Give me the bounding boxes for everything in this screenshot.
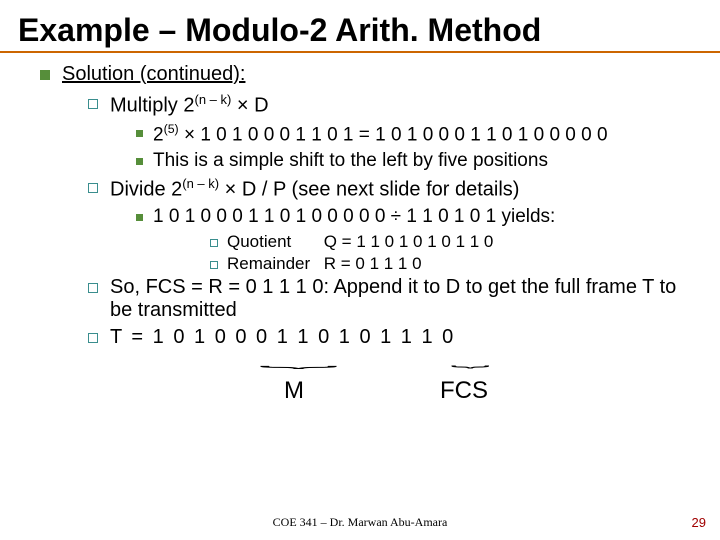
brace-m-icon: ⏟	[259, 353, 338, 369]
bullet-multiply: Multiply 2(n – k) × D	[88, 92, 700, 118]
bullet-div-sub1: 1 0 1 0 0 0 1 1 0 1 0 0 0 0 0 ÷ 1 1 0 1 …	[136, 206, 700, 228]
small-square-icon	[136, 214, 143, 221]
brace-fcs-icon: ⏟	[451, 353, 491, 369]
bullet-divide: Divide 2(n – k) × D / P (see next slide …	[88, 176, 700, 202]
m-fcs-row: M FCS	[192, 377, 700, 411]
divide-pre: Divide 2	[110, 179, 182, 201]
multiply-exp: (n – k)	[194, 92, 231, 107]
quotient-row: Quotient Q = 1 1 0 1 0 1 0 1 1 0	[227, 232, 700, 252]
mult-sub1-exp: (5)	[164, 122, 179, 136]
bullet-quotient: Quotient Q = 1 1 0 1 0 1 0 1 1 0	[210, 232, 700, 252]
quotient-value: Q = 1 1 0 1 0 1 0 1 1 0	[324, 232, 494, 251]
mult-sub1-a: 2	[153, 124, 164, 145]
fcs-text: So, FCS = R = 0 1 1 1 0: Append it to D …	[110, 276, 700, 322]
title-underline	[0, 51, 720, 53]
square-bullet-icon	[40, 70, 50, 80]
small-square-icon	[136, 158, 143, 165]
divide-text: Divide 2(n – k) × D / P (see next slide …	[110, 176, 700, 202]
mult-sub2-text: This is a simple shift to the left by fi…	[153, 150, 700, 172]
multiply-text: Multiply 2(n – k) × D	[110, 92, 700, 118]
div-sub1-text: 1 0 1 0 0 0 1 1 0 1 0 0 0 0 0 ÷ 1 1 0 1 …	[153, 206, 700, 228]
bullet-mult-sub2: This is a simple shift to the left by fi…	[136, 150, 700, 172]
mult-sub1-text: 2(5) × 1 0 1 0 0 0 1 1 0 1 = 1 0 1 0 0 0…	[153, 122, 700, 146]
page-number: 29	[692, 515, 706, 530]
solution-heading: Solution (continued):	[62, 63, 700, 86]
slide-content: Solution (continued): Multiply 2(n – k) …	[0, 63, 720, 411]
bullet-fcs: So, FCS = R = 0 1 1 1 0: Append it to D …	[88, 276, 700, 322]
mult-sub1-b: × 1 0 1 0 0 0 1 1 0 1 = 1 0 1 0 0 0 1 1 …	[179, 124, 608, 145]
bullet-t: T = 1 0 1 0 0 0 1 1 0 1 0 1 1 1 0	[88, 326, 700, 349]
m-label: M	[284, 377, 304, 405]
small-square-icon	[136, 130, 143, 137]
t-value: T = 1 0 1 0 0 0 1 1 0 1 0 1 1 1 0	[110, 326, 700, 349]
footer-text: COE 341 – Dr. Marwan Abu-Amara	[0, 515, 720, 530]
multiply-pre: Multiply 2	[110, 95, 194, 117]
remainder-label: Remainder	[227, 254, 319, 274]
square-outline-icon	[88, 99, 98, 109]
multiply-tail: × D	[231, 95, 268, 117]
divide-exp: (n – k)	[182, 176, 219, 191]
brace-row: ⏟ ⏟	[192, 353, 700, 377]
fcs-label: FCS	[440, 377, 488, 405]
square-outline-icon	[88, 283, 98, 293]
square-outline-icon	[88, 183, 98, 193]
bullet-remainder: Remainder R = 0 1 1 1 0	[210, 254, 700, 274]
tiny-outline-icon	[210, 261, 218, 269]
remainder-value: R = 0 1 1 1 0	[324, 254, 422, 273]
square-outline-icon	[88, 333, 98, 343]
slide-title: Example – Modulo-2 Arith. Method	[0, 0, 720, 51]
quotient-label: Quotient	[227, 232, 319, 252]
tiny-outline-icon	[210, 239, 218, 247]
bullet-solution: Solution (continued):	[40, 63, 700, 86]
bullet-mult-sub1: 2(5) × 1 0 1 0 0 0 1 1 0 1 = 1 0 1 0 0 0…	[136, 122, 700, 146]
divide-tail: × D / P (see next slide for details)	[219, 179, 519, 201]
remainder-row: Remainder R = 0 1 1 1 0	[227, 254, 700, 274]
